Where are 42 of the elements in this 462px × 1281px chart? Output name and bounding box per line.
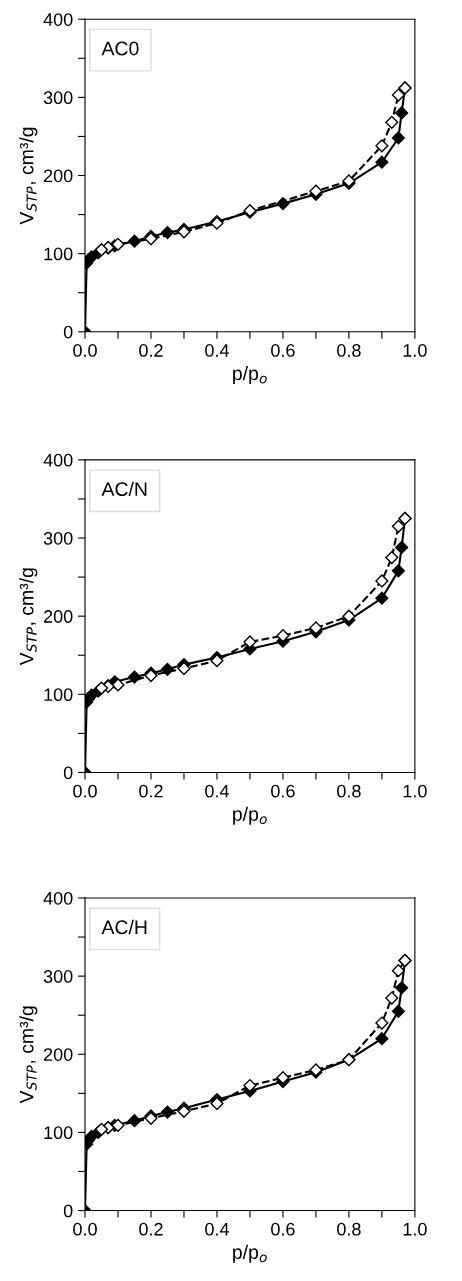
- y-axis-title: V$_{STP}$, cm³/g: [19, 127, 38, 225]
- y-tick-label: 0: [63, 1204, 73, 1218]
- y-tick-label: 300: [43, 970, 73, 983]
- annotation: AC0: [101, 41, 139, 56]
- y-axis-title: V$_{STP}$, cm³/g: [19, 568, 38, 666]
- x-tick-label: 0.2: [139, 1222, 163, 1236]
- x-tick-label: 0.8: [337, 1222, 361, 1236]
- x-tick-label: 0.4: [205, 1222, 229, 1236]
- x-tick-label: 0.6: [271, 784, 295, 798]
- y-tick-label: 400: [43, 891, 73, 905]
- annotation: AC/H: [101, 919, 147, 935]
- y-tick-label: 100: [44, 688, 73, 702]
- x-tick-label: 0.8: [337, 344, 361, 357]
- x-tick-label: 0.2: [139, 784, 163, 798]
- x-tick-label: 1.0: [403, 784, 427, 798]
- x-tick-label: 0.2: [139, 344, 163, 357]
- y-tick-label: 100: [44, 247, 73, 261]
- y-tick-label: 200: [43, 1048, 73, 1061]
- y-tick-label: 400: [43, 13, 73, 26]
- y-tick-label: 200: [43, 610, 73, 623]
- x-tick-label: 0.6: [271, 344, 295, 357]
- y-tick-label: 400: [43, 453, 73, 467]
- y-tick-label: 0: [63, 766, 73, 780]
- x-tick-label: 1.0: [403, 1222, 427, 1236]
- x-tick-label: 0.0: [73, 784, 97, 798]
- x-tick-label: 0.4: [205, 784, 229, 798]
- y-tick-label: 100: [44, 1126, 73, 1140]
- x-axis-title: p/p$_{o}$: [233, 365, 267, 385]
- x-tick-label: 0.0: [73, 344, 97, 357]
- y-tick-label: 300: [43, 91, 73, 105]
- y-axis-title: V$_{STP}$, cm³/g: [19, 1006, 38, 1104]
- y-tick-label: 0: [63, 325, 73, 339]
- x-tick-label: 1.0: [403, 344, 427, 357]
- x-tick-label: 0.8: [337, 784, 361, 798]
- y-tick-label: 300: [43, 531, 73, 545]
- x-tick-label: 0.4: [205, 344, 229, 357]
- annotation: AC/N: [101, 481, 147, 497]
- x-axis-title: p/p$_{o}$: [233, 806, 267, 825]
- x-tick-label: 0.0: [73, 1222, 97, 1236]
- x-tick-label: 0.6: [271, 1222, 295, 1236]
- x-axis-title: p/p$_{o}$: [233, 1244, 267, 1263]
- y-tick-label: 200: [43, 169, 73, 183]
